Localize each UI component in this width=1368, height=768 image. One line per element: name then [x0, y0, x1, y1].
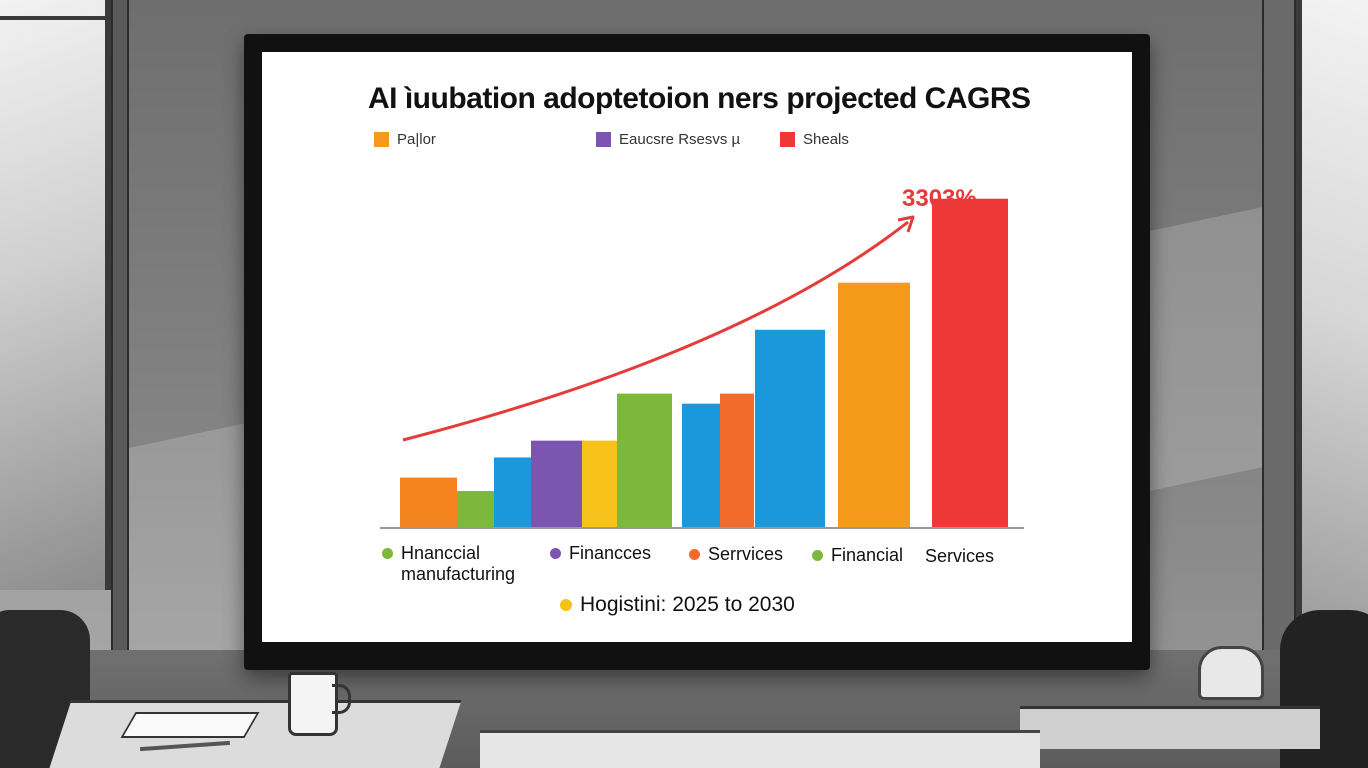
bar-9 [755, 329, 825, 528]
category-dot-3 [689, 549, 700, 560]
legend-swatch-3 [780, 131, 795, 147]
bars-group [400, 198, 1008, 528]
bar-4 [531, 440, 583, 528]
category-1: Hnanccial manufacturing [382, 543, 541, 585]
category-2: Financces [550, 543, 651, 564]
bar-5 [582, 440, 617, 528]
category-label-3: Serrvices [708, 544, 784, 564]
category-dot-2 [550, 548, 561, 559]
headphones [1198, 646, 1264, 700]
bar-11 [932, 198, 1008, 528]
category-4: Financial [812, 545, 903, 566]
left-window [0, 0, 111, 590]
trend-arrow-head [897, 215, 915, 233]
footnote: Hogistini: 2025 to 2030 [560, 593, 795, 617]
desk-left [48, 700, 462, 768]
category-3: Serrvices [689, 544, 783, 565]
bar-2 [457, 491, 494, 528]
window-mullion [0, 16, 105, 20]
desk-front [480, 730, 1040, 768]
bar-1 [400, 477, 457, 528]
footnote-dot [560, 599, 572, 611]
bar-3 [494, 457, 531, 528]
category-dot-1 [382, 548, 393, 559]
bar-7 [682, 403, 720, 528]
category-dot-4 [812, 550, 823, 561]
legend-label-2: Eaucsre Rsesvs µ [619, 130, 741, 148]
category-5: Services [925, 546, 994, 567]
bar-chart: 3303% [380, 185, 1024, 529]
category-label-1: Hnanccial manufacturing [401, 543, 516, 584]
trend-arrow-line [402, 220, 909, 442]
bar-6 [617, 393, 672, 528]
legend-item-1: Pa|lor [374, 130, 436, 148]
legend-label-3: Sheals [803, 130, 849, 148]
peak-value-label: 3303% [902, 185, 977, 212]
category-label-5: Services [925, 546, 995, 566]
coffee-mug-handle [332, 684, 351, 714]
legend-item-2: Eaucsre Rsesvs µ [596, 130, 740, 148]
left-pillar [111, 0, 129, 768]
bar-10 [838, 282, 910, 528]
chart-title: AI ìuubation adoptetoion ners projected … [368, 82, 1031, 115]
legend-swatch-2 [596, 131, 611, 147]
right-window [1296, 0, 1368, 640]
footnote-label: Hogistini: 2025 to 2030 [580, 593, 795, 616]
legend-swatch-1 [374, 131, 389, 147]
bar-8 [720, 393, 754, 528]
notepad [120, 712, 260, 738]
legend-item-3: Sheals [780, 130, 849, 148]
coffee-mug [288, 672, 338, 736]
category-label-2: Financces [569, 543, 652, 563]
legend-label-1: Pa|lor [397, 130, 436, 148]
desk-right [1020, 706, 1320, 749]
category-label-4: Financial [831, 545, 904, 565]
